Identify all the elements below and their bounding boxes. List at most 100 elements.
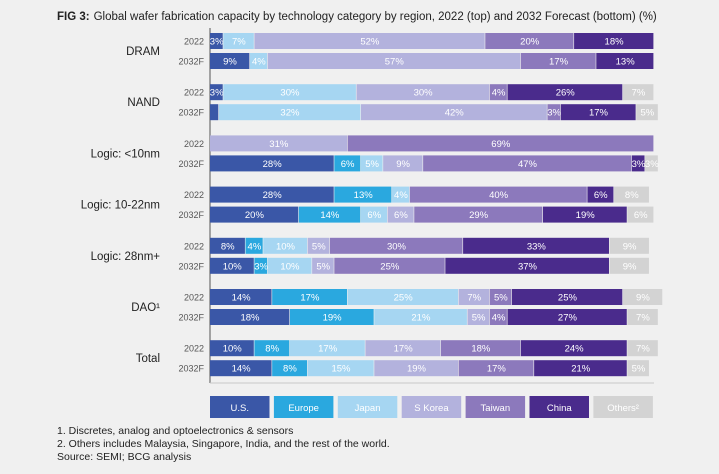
stacked-bar-chart: DRAM 2022 3% 7% 52% 20% 18% 2032F 9% 4% 57% 17% 13% N…: [81, 28, 663, 418]
bar-segment: [307, 237, 330, 254]
data-label: 4%: [248, 241, 262, 252]
bar-segment: [254, 33, 485, 49]
data-label: 20%: [245, 210, 265, 221]
bar-segment: [596, 53, 654, 69]
legend-swatch: [210, 396, 270, 418]
bar-segment: [574, 33, 654, 49]
data-label: 7%: [467, 293, 481, 304]
year-label: 2032F: [178, 210, 204, 220]
bar-segment: [409, 186, 587, 203]
data-label: 9%: [623, 261, 637, 272]
bar-segment: [334, 155, 361, 172]
bar-segment: [463, 237, 609, 254]
data-label: 17%: [300, 293, 320, 304]
data-label: 37%: [518, 261, 538, 272]
data-label: 25%: [558, 293, 578, 304]
bar-segment: [254, 340, 290, 357]
bar-segment: [223, 84, 356, 101]
data-label: 6%: [634, 210, 648, 221]
bar-segment: [587, 186, 614, 203]
bar-segment: [507, 84, 623, 101]
bar-segment: [467, 309, 490, 325]
bar-segment: [392, 186, 410, 203]
data-label: 27%: [558, 313, 578, 324]
legend-swatch: [529, 396, 589, 418]
data-label: 19%: [407, 364, 427, 375]
bar-segment: [347, 135, 654, 152]
bar-segment: [365, 340, 441, 357]
bar-segment: [267, 257, 312, 274]
data-label: 17%: [318, 344, 338, 355]
bar-segment: [210, 104, 219, 121]
bar-segment: [609, 237, 649, 254]
data-label: 3%: [210, 88, 224, 99]
year-label: 2032F: [178, 108, 204, 118]
bar-segment: [312, 257, 334, 274]
bar-segment: [534, 360, 627, 377]
data-label: 10%: [280, 261, 300, 272]
bar-segment: [489, 309, 507, 325]
data-label: 14%: [320, 210, 340, 221]
data-label: 5%: [472, 313, 486, 324]
data-label: 5%: [494, 293, 508, 304]
data-label: 10%: [223, 261, 243, 272]
data-label: 21%: [411, 313, 431, 324]
data-label: 6%: [594, 190, 608, 201]
data-label: 14%: [232, 293, 252, 304]
bar-segment: [507, 309, 627, 325]
bar-segment: [267, 53, 521, 69]
data-label: 9%: [223, 57, 237, 68]
data-label: 3%: [547, 108, 561, 119]
bar-segment: [636, 104, 658, 121]
footnotes: 1. Discretes, analog and optoelectronics…: [57, 425, 390, 464]
bar-segment: [627, 309, 658, 325]
legend-label: China: [547, 403, 573, 414]
category-label: DRAM: [126, 46, 160, 58]
data-label: 3%: [645, 159, 659, 170]
category-label: NAND: [127, 97, 160, 109]
year-label: 2032F: [178, 159, 204, 169]
legend-label: Taiwan: [481, 403, 511, 414]
bar-segment: [489, 84, 507, 101]
bar-segment: [614, 186, 649, 203]
source-note: Source: SEMI; BCG analysis: [57, 451, 192, 463]
year-label: 2032F: [178, 57, 204, 67]
bar-segment: [360, 104, 547, 121]
bar-segment: [210, 186, 334, 203]
data-label: 33%: [527, 241, 547, 252]
bar-segment: [458, 360, 534, 377]
data-label: 7%: [632, 88, 646, 99]
bar-segment: [329, 237, 463, 254]
bar-segment: [458, 289, 490, 305]
data-label: 18%: [471, 344, 491, 355]
legend-swatch: [337, 396, 398, 418]
chart-title: FIG 3: Global wafer fabrication capacity …: [57, 11, 657, 23]
data-label: 5%: [316, 261, 330, 272]
data-label: 14%: [232, 364, 252, 375]
data-label: 28%: [263, 159, 283, 170]
data-label: 17%: [394, 344, 414, 355]
data-label: 18%: [605, 37, 625, 48]
data-label: 8%: [283, 364, 297, 375]
bar-segment: [627, 206, 654, 223]
data-label: 18%: [240, 313, 260, 324]
year-label: 2022: [184, 293, 204, 303]
data-label: 20%: [520, 37, 540, 48]
category-label: Total: [136, 353, 160, 365]
data-label: 7%: [636, 344, 650, 355]
data-label: 47%: [518, 159, 538, 170]
data-label: 25%: [394, 293, 414, 304]
data-label: 31%: [269, 139, 289, 150]
bar-segment: [307, 360, 374, 377]
data-label: 3%: [632, 159, 646, 170]
bar-segment: [218, 104, 361, 121]
bar-segment: [289, 309, 374, 325]
bar-segment: [254, 257, 268, 274]
data-label: 28%: [263, 190, 283, 201]
bar-segment: [210, 257, 254, 274]
bar-segment: [631, 155, 645, 172]
year-label: 2032F: [178, 261, 204, 271]
bar-segment: [543, 206, 627, 223]
data-label: 9%: [636, 293, 650, 304]
data-label: 4%: [492, 313, 506, 324]
